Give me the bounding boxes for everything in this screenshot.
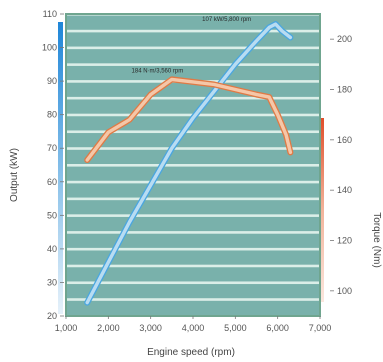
left-y-tick-label: 100 xyxy=(42,43,57,53)
grid-stripe xyxy=(67,200,319,215)
right-y-tick-label: 180 xyxy=(337,85,352,95)
annotations: 107 kW/5,800 rpm 184 N·m/3,560 rpm xyxy=(132,17,252,74)
grid-stripe xyxy=(67,65,319,81)
output-axis-color-band xyxy=(58,22,63,314)
right-y-tick-label: 140 xyxy=(337,185,352,195)
grid-stripe xyxy=(67,49,319,64)
grid-stripe xyxy=(67,183,319,198)
grid-stripe xyxy=(67,267,319,282)
torque-nm-line xyxy=(85,77,293,162)
x-tick-label: 4,000 xyxy=(182,323,205,333)
grid-stripe xyxy=(67,166,319,181)
grid-stripe xyxy=(67,149,319,164)
annotation-label: 107 kW/5,800 rpm xyxy=(202,17,251,23)
right-y-tick-label: 100 xyxy=(337,286,352,296)
left-y-axis-title: Output (kW) xyxy=(9,148,20,202)
x-tick-label: 7,000 xyxy=(309,323,332,333)
left-y-tick-label: 30 xyxy=(47,277,57,287)
x-tick-label: 5,000 xyxy=(224,323,247,333)
output-kw-line xyxy=(85,22,293,305)
grid-stripe xyxy=(67,133,319,148)
left-y-tick-label: 80 xyxy=(47,110,57,120)
right-y-tick-label: 160 xyxy=(337,135,352,145)
left-y-tick-label: 70 xyxy=(47,143,57,153)
axis-color-bands xyxy=(58,22,324,314)
left-y-tick-label: 50 xyxy=(47,210,57,220)
grid-stripe xyxy=(67,284,319,299)
x-tick-label: 1,000 xyxy=(55,323,78,333)
grid-stripe xyxy=(67,300,319,315)
grid-stripe xyxy=(67,15,319,30)
grid-stripe xyxy=(67,32,319,47)
x-tick-label: 2,000 xyxy=(97,323,120,333)
annotation-label: 184 N·m/3,560 rpm xyxy=(132,68,184,74)
grid-stripe xyxy=(67,250,319,265)
grid-stripe xyxy=(67,233,319,248)
left-y-tick-label: 20 xyxy=(47,311,57,321)
left-y-tick-label: 40 xyxy=(47,244,57,254)
x-axis-title: Engine speed (rpm) xyxy=(147,347,235,358)
torque-axis-color-band xyxy=(320,118,324,302)
left-y-axis-ticks: 20 30 40 50 60 70 80 90 100 110 xyxy=(42,9,64,321)
x-tick-label: 3,000 xyxy=(139,323,162,333)
grid-stripe xyxy=(67,216,319,232)
right-y-tick-label: 200 xyxy=(337,34,352,44)
x-tick-label: 6,000 xyxy=(266,323,289,333)
x-axis-ticks: 1,000 2,000 3,000 4,000 5,000 6,000 7,000 xyxy=(55,316,332,333)
left-y-tick-label: 60 xyxy=(47,177,57,187)
left-y-tick-label: 90 xyxy=(47,76,57,86)
left-y-tick-label: 110 xyxy=(43,9,57,19)
right-y-tick-label: 120 xyxy=(337,236,352,246)
grid-stripe xyxy=(67,99,319,114)
right-y-axis-ticks: 100 120 140 160 180 200 xyxy=(330,34,352,296)
right-y-axis-title: Torque (Nm) xyxy=(371,212,382,268)
data-series xyxy=(84,21,294,306)
